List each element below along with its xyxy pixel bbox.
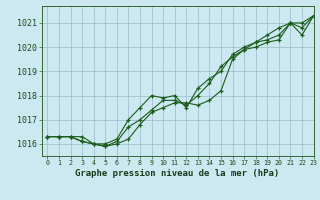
X-axis label: Graphe pression niveau de la mer (hPa): Graphe pression niveau de la mer (hPa): [76, 169, 280, 178]
